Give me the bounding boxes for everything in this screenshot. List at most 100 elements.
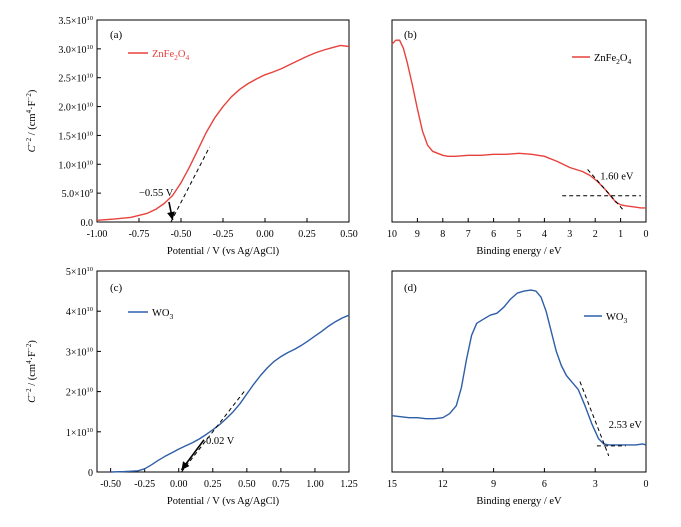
panel-c-y-axis-label: C−2 / (cm4·F−2)	[25, 340, 38, 403]
legend-label: ZnFe2O4	[594, 53, 632, 66]
y-tick-label: 0	[88, 468, 93, 479]
panel-c-plot-area: 0.02 V	[110, 314, 350, 473]
panel-a-x-axis: -1.00 -0.75 -0.50 -0.25 0.00 0.25 0.50	[87, 218, 358, 240]
panel-d-label: (d)	[404, 282, 417, 294]
x-tick-label: 15	[387, 479, 397, 490]
panel-a-ylabel-sup2: 4	[25, 109, 33, 113]
panel-b-legend: ZnFe2O4	[572, 53, 632, 66]
panel-c-frame	[96, 270, 350, 473]
y-tick-label: 3.0×1010	[58, 44, 93, 56]
panel-b-zn-valence-band: 10 9 8 7 6 5 4 3 2 1 0 1.60 eV (b) Binding energy …	[387, 19, 649, 257]
x-tick-label: 0	[644, 229, 649, 240]
x-tick-label: 9	[491, 479, 496, 490]
panel-c-ylabel-end: )	[27, 340, 38, 344]
x-tick-label: -1.00	[87, 229, 108, 240]
annotation-arrow-head	[181, 461, 190, 470]
panel-b-x-axis-label: Binding energy / eV	[476, 246, 562, 257]
x-tick-label: 10	[387, 229, 397, 240]
legend-label: ZnFe2O4	[152, 49, 190, 62]
y-tick-label: 3×1010	[66, 346, 93, 358]
tangent-line	[181, 391, 245, 473]
tangent-line	[587, 169, 624, 211]
panel-a-legend: ZnFe2O4	[128, 49, 190, 62]
x-tick-label: 0.00	[256, 229, 274, 240]
x-tick-label: 7	[466, 229, 471, 240]
x-tick-label: 4	[542, 229, 547, 240]
panel-c-legend: WO3	[128, 308, 174, 321]
panel-a-x-axis-label: Potential / V (vs Ag/AgCl)	[167, 246, 280, 257]
panel-c-x-axis-label: Potential / V (vs Ag/AgCl)	[167, 496, 280, 507]
x-tick-label: 0.25	[204, 479, 222, 490]
annotation-label: −0.55 V	[139, 188, 174, 199]
panel-a-frame	[96, 19, 350, 223]
y-tick-label: 2.0×1010	[58, 102, 93, 114]
panel-d-x-axis-label: Binding energy / eV	[476, 496, 562, 507]
panel-c-wo3-mott-schottky: -0.50 -0.25 0.00 0.25 0.50 0.75 1.00 1.25 0 1×10…	[25, 266, 358, 507]
x-tick-label: 3	[567, 229, 572, 240]
panel-c-x-axis: -0.50 -0.25 0.00 0.25 0.50 0.75 1.00 1.25	[100, 468, 358, 490]
panel-c-label: (c)	[110, 282, 123, 294]
x-tick-label: 0	[644, 479, 649, 490]
x-tick-label: 5	[517, 229, 522, 240]
panel-a-ylabel-c: C	[27, 144, 38, 152]
panel-d-frame	[391, 270, 647, 473]
y-tick-label: 1.0×1010	[58, 159, 93, 171]
x-tick-label: 1.00	[306, 479, 324, 490]
x-tick-label: 3	[593, 479, 598, 490]
series-line-wo3	[110, 314, 350, 473]
x-tick-label: 9	[415, 229, 420, 240]
panel-c-y-axis: 0 1×1010 2×1010 3×1010 4×1010 5×1010	[66, 266, 101, 479]
y-tick-label: 4×1010	[66, 306, 93, 318]
x-tick-label: 0.50	[238, 479, 256, 490]
panel-d-wo3-valence-band: 15 12 9 6 3 0 2.53 eV (d) Binding energy / eV…	[387, 270, 649, 507]
legend-label: WO3	[606, 312, 628, 325]
panel-c-ylabel-sup: −2	[25, 388, 33, 396]
x-tick-label: 6	[542, 479, 547, 490]
panel-a-ylabel-sup3: −2	[25, 93, 33, 101]
x-tick-label: 0.00	[170, 479, 188, 490]
panel-a-label: (a)	[110, 29, 123, 41]
x-tick-label: 0.25	[298, 229, 316, 240]
panel-a-ylabel-sup: −2	[25, 137, 33, 145]
y-tick-label: 1.5×1010	[58, 130, 93, 142]
panel-a-zn-mott-schottky: -1.00 -0.75 -0.50 -0.25 0.00 0.25 0.50 0.0 5.0×…	[25, 15, 358, 257]
panel-a-y-axis: 0.0 5.0×109 1.0×1010 1.5×1010 2.0×1010 2.5×10…	[58, 15, 101, 229]
x-tick-label: 12	[438, 479, 448, 490]
panel-a-plot-area: −0.55 V	[96, 44, 350, 223]
panel-b-x-axis: 10 9 8 7 6 5 4 3 2 1 0	[387, 218, 649, 240]
panel-a-ylabel-rest2: ·F	[27, 100, 38, 109]
y-tick-label: 2×1010	[66, 387, 93, 399]
series-line-znfe2o4	[391, 39, 646, 209]
x-tick-label: -0.50	[171, 229, 192, 240]
y-tick-label: 5.0×109	[62, 188, 93, 200]
tangent-line	[579, 381, 610, 457]
x-tick-label: 1.25	[340, 479, 358, 490]
x-tick-label: 2	[593, 229, 598, 240]
annotation-arrow-head	[167, 211, 175, 220]
legend-label: WO3	[152, 308, 174, 321]
panel-c-ylabel-rest: / (cm	[27, 364, 38, 389]
panel-c-ylabel-rest2: ·F	[27, 351, 38, 360]
tangent-line	[170, 146, 211, 223]
panel-c-ylabel-sup3: −2	[25, 343, 33, 351]
series-line-wo3	[391, 289, 647, 446]
series-line-znfe2o4	[96, 44, 350, 221]
panel-c-ylabel-sup2: 4	[25, 360, 33, 364]
annotation-label: 0.02 V	[206, 436, 235, 447]
annotation-label: 2.53 eV	[609, 420, 643, 431]
x-tick-label: 1	[618, 229, 623, 240]
panel-b-label: (b)	[404, 29, 417, 41]
panel-b-plot-area: 1.60 eV	[391, 39, 646, 211]
x-tick-label: 0.75	[272, 479, 290, 490]
x-tick-label: -0.75	[129, 229, 150, 240]
panel-a-ylabel-end: )	[27, 89, 38, 93]
x-tick-label: 8	[440, 229, 445, 240]
panel-d-plot-area: 2.53 eV	[391, 289, 647, 457]
x-tick-label: 6	[491, 229, 496, 240]
x-tick-label: -0.25	[213, 229, 234, 240]
y-tick-label: 5×1010	[66, 266, 93, 278]
panel-a-y-axis-label: C−2 / (cm4·F−2)	[25, 89, 38, 152]
y-tick-label: 2.5×1010	[58, 73, 93, 85]
panel-a-ylabel-rest: / (cm	[27, 113, 38, 138]
